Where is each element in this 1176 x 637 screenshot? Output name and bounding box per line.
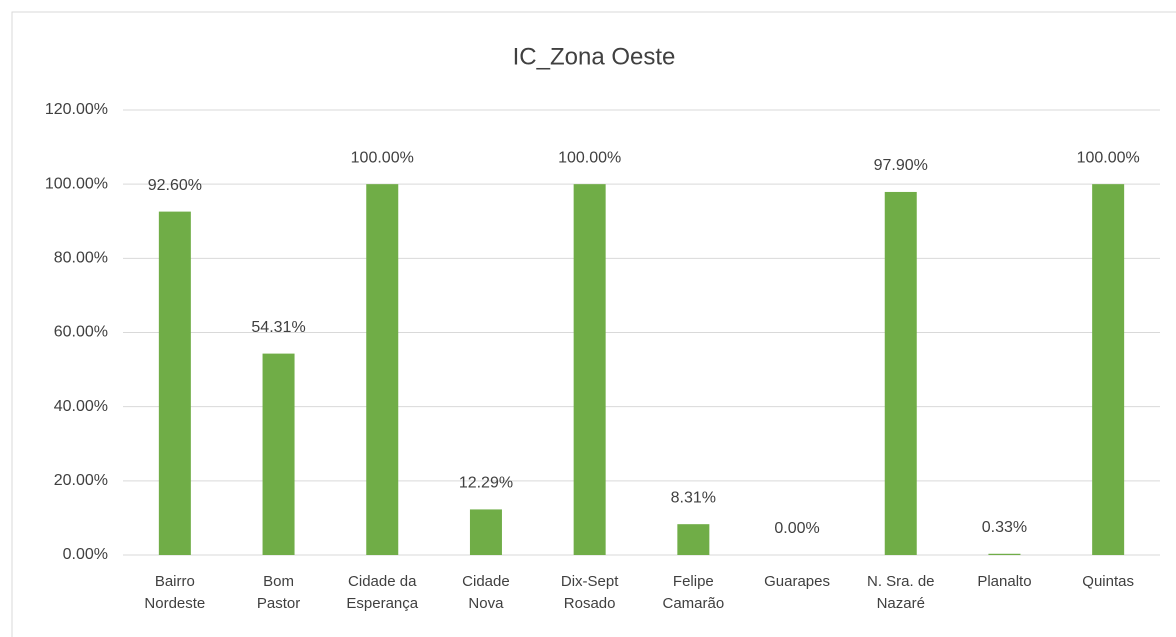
chart-border (11, 11, 1176, 637)
bar (469, 509, 502, 555)
bar (366, 184, 399, 555)
bar (1092, 184, 1125, 555)
x-tick-label: N. Sra. de Nazaré (866, 573, 935, 612)
data-label: 100.00% (558, 149, 621, 166)
y-tick-label: 20.00% (54, 472, 108, 489)
x-tick-label: Planalto (977, 573, 1032, 590)
data-label: 100.00% (1077, 149, 1140, 166)
data-label: 12.29% (459, 475, 513, 492)
x-tick-label: Cidade Nova (462, 573, 510, 612)
bar (158, 211, 191, 555)
x-tick-label: Felipe Camarão (662, 573, 725, 612)
data-label: 97.90% (874, 157, 928, 174)
data-label: 92.60% (148, 177, 202, 194)
x-tick-label: Bairro Nordeste (144, 573, 206, 612)
data-label: 54.31% (251, 319, 305, 336)
y-tick-label: 80.00% (54, 250, 108, 267)
data-label: 0.00% (774, 520, 819, 537)
data-label: 8.31% (671, 489, 716, 506)
bar (988, 553, 1021, 555)
bar (884, 191, 917, 555)
bar (573, 184, 606, 555)
x-tick-label: Dix-Sept Rosado (560, 573, 619, 612)
y-tick-label: 120.00% (45, 101, 108, 118)
bar (262, 353, 295, 555)
y-tick-label: 100.00% (45, 175, 108, 192)
data-label: 100.00% (351, 149, 414, 166)
y-tick-label: 0.00% (63, 546, 108, 563)
y-tick-label: 60.00% (54, 324, 108, 341)
x-tick-label: Cidade da Esperança (346, 573, 419, 612)
x-tick-label: Guarapes (764, 573, 830, 590)
x-tick-label: Bom Pastor (256, 573, 301, 612)
x-tick-label: Quintas (1082, 573, 1134, 590)
y-tick-label: 40.00% (54, 398, 108, 415)
chart-title: IC_Zona Oeste (513, 43, 676, 70)
data-label: 0.33% (982, 519, 1027, 536)
bar (677, 524, 710, 555)
